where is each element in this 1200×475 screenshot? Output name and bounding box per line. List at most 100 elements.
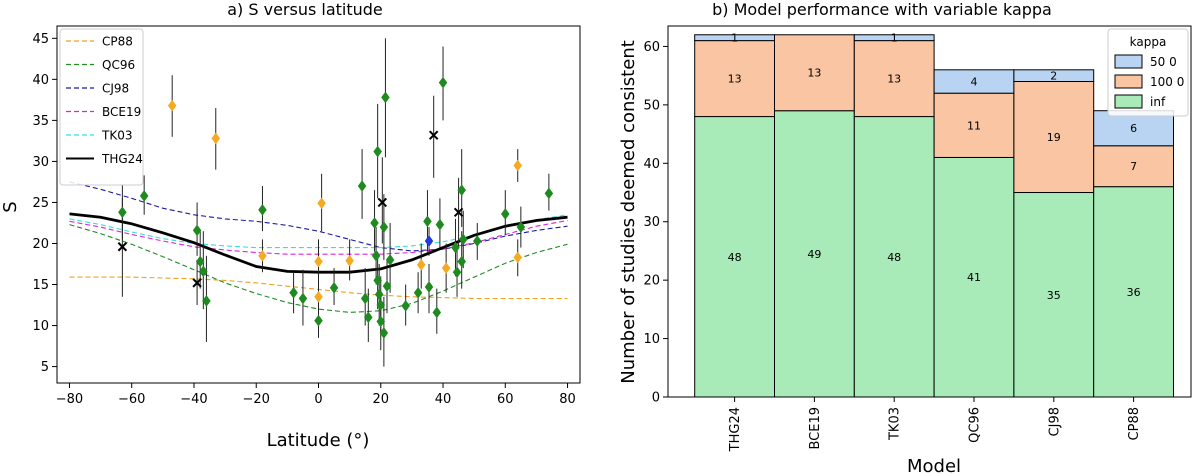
chart-b-bars: 48 13 1 49 13 48 13 1 41 11 4 35 19 2 36 7 6 — [694, 32, 1174, 398]
data-point-diamond — [211, 132, 221, 145]
chart-a-x-tick-label: −40 — [180, 392, 207, 407]
bar-value-label: 6 — [1130, 122, 1137, 135]
data-point-diamond — [424, 281, 434, 293]
data-point-cross — [192, 278, 202, 288]
bar-value-label: 35 — [1047, 289, 1061, 302]
bar-value-label: 13 — [728, 73, 742, 86]
bar-segment-100-0 — [853, 40, 935, 118]
bar-value-label: 41 — [967, 271, 981, 284]
data-point-diamond — [370, 217, 379, 229]
chart-b-y-tick-label: 40 — [643, 157, 660, 172]
chart-b-legend-label: 50 0 — [1150, 55, 1177, 69]
chart-a-y-tick-label: 10 — [32, 319, 49, 334]
chart-a-x-tick-label: −20 — [243, 392, 270, 407]
bar-value-label: 49 — [807, 248, 821, 261]
data-point-diamond — [374, 288, 384, 301]
chart-b-x-tick-label: BCE19 — [808, 407, 823, 450]
data-point-diamond — [199, 265, 208, 278]
chart-a-y-tick-label: 40 — [32, 73, 49, 88]
chart-a-x-tick-label: 80 — [559, 392, 576, 407]
data-point-cross — [117, 242, 128, 252]
chart-b-x-tick-label: THG24 — [728, 407, 743, 452]
bar-segment-100-0 — [694, 40, 776, 118]
data-point-diamond — [360, 292, 370, 305]
panel-a: a) S versus latitude 5 10 15 20 25 30 35 40 45 −… — [0, 0, 581, 451]
chart-b-legend-box — [1107, 28, 1189, 117]
data-point-diamond — [413, 286, 423, 299]
bar-segment-inf — [933, 156, 1015, 398]
data-point-diamond — [118, 206, 127, 219]
panel-b: b) Model performance with variable kappa… — [618, 0, 1192, 475]
chart-a-legend-label: CP88 — [102, 35, 133, 49]
data-point-cross — [377, 197, 388, 208]
chart-a-legend-label: TK03 — [101, 129, 132, 143]
chart-b-legend-swatch — [1114, 94, 1143, 109]
chart-b-legend-label: inf — [1150, 95, 1166, 109]
data-point-diamond — [457, 184, 467, 197]
data-point-diamond — [401, 299, 410, 312]
chart-a-legend-label: THG24 — [101, 152, 143, 166]
bar-value-label: 36 — [1127, 286, 1141, 299]
data-point-diamond — [192, 224, 202, 237]
data-point-diamond — [438, 76, 448, 89]
data-point-diamond — [382, 280, 392, 293]
data-point-diamond — [376, 299, 386, 311]
chart-b-legend-swatch — [1114, 54, 1143, 69]
chart-b-y-tick-label: 60 — [643, 40, 660, 55]
data-point-diamond — [381, 91, 390, 104]
bar-value-label: 1 — [731, 32, 738, 45]
chart-b-legend-swatch — [1114, 74, 1143, 89]
data-point-diamond — [451, 241, 460, 254]
data-point-diamond — [500, 208, 510, 220]
data-point-diamond — [298, 292, 308, 305]
bar-value-label: 48 — [887, 251, 901, 264]
chart-a-x-tick-label: 60 — [497, 392, 514, 407]
data-point-diamond — [441, 262, 451, 275]
chart-b-legend-label: 100 0 — [1150, 75, 1184, 89]
chart-a-y-tick-label: 15 — [32, 278, 49, 293]
bar-value-label: 7 — [1130, 160, 1137, 173]
chart-a-x-tick-label: 20 — [372, 392, 389, 407]
data-point-diamond — [435, 218, 445, 231]
data-point-diamond — [385, 253, 395, 266]
data-point-diamond — [516, 221, 526, 233]
data-point-diamond — [544, 187, 554, 200]
bar-segment-50-0 — [853, 34, 935, 42]
data-point-diamond — [376, 315, 386, 328]
chart-b-legend: kappa 50 0 100 0 inf — [1107, 28, 1189, 117]
data-point-diamond — [373, 274, 382, 287]
chart-b-x-axis-label: Model — [907, 456, 961, 475]
chart-b-y-axis-label: Number of studies deemed consistent — [618, 40, 639, 384]
bar-value-label: 1 — [891, 32, 898, 45]
data-point-diamond — [329, 281, 339, 294]
data-point-diamond — [457, 255, 467, 268]
bar-segment-50-0 — [1013, 69, 1095, 83]
series-line-qc96 — [69, 224, 568, 313]
chart-a-y-tick-label: 35 — [32, 114, 49, 129]
chart-b-title: b) Model performance with variable kappa — [712, 0, 1052, 19]
data-point-diamond — [357, 180, 367, 192]
chart-b-x-ticks: THG24 BCE19 TK03 QC96 CJ98 CP88 — [728, 397, 1142, 452]
bar-segment-inf — [774, 110, 855, 398]
chart-b-y-ticks: 0 10 20 30 40 50 60 — [643, 40, 668, 406]
chart-a-x-tick-label: 0 — [314, 392, 322, 407]
bar-segment-inf — [694, 116, 776, 398]
bar-segment-inf — [1013, 192, 1095, 398]
chart-b-x-tick-label: QC96 — [968, 407, 983, 443]
bar-value-label: 13 — [807, 67, 821, 80]
bar-segment-100-0 — [774, 34, 855, 112]
data-point-diamond — [314, 314, 323, 327]
chart-b-x-tick-label: CP88 — [1127, 407, 1142, 440]
chart-a-x-axis-label: Latitude (°) — [267, 430, 370, 451]
chart-a-y-axis-label: S — [0, 201, 21, 212]
data-point-diamond — [167, 99, 177, 112]
chart-a-data-points — [117, 38, 554, 367]
chart-b-y-tick-label: 30 — [643, 215, 660, 230]
bar-value-label: 13 — [887, 73, 901, 86]
chart-b-y-tick-label: 20 — [643, 274, 660, 289]
chart-a-legend: CP88 QC96 CJ98 BCE19 TK03 THG24 — [59, 28, 144, 186]
data-point-diamond — [317, 197, 326, 210]
data-point-diamond — [139, 189, 149, 202]
data-point-diamond — [373, 145, 382, 158]
